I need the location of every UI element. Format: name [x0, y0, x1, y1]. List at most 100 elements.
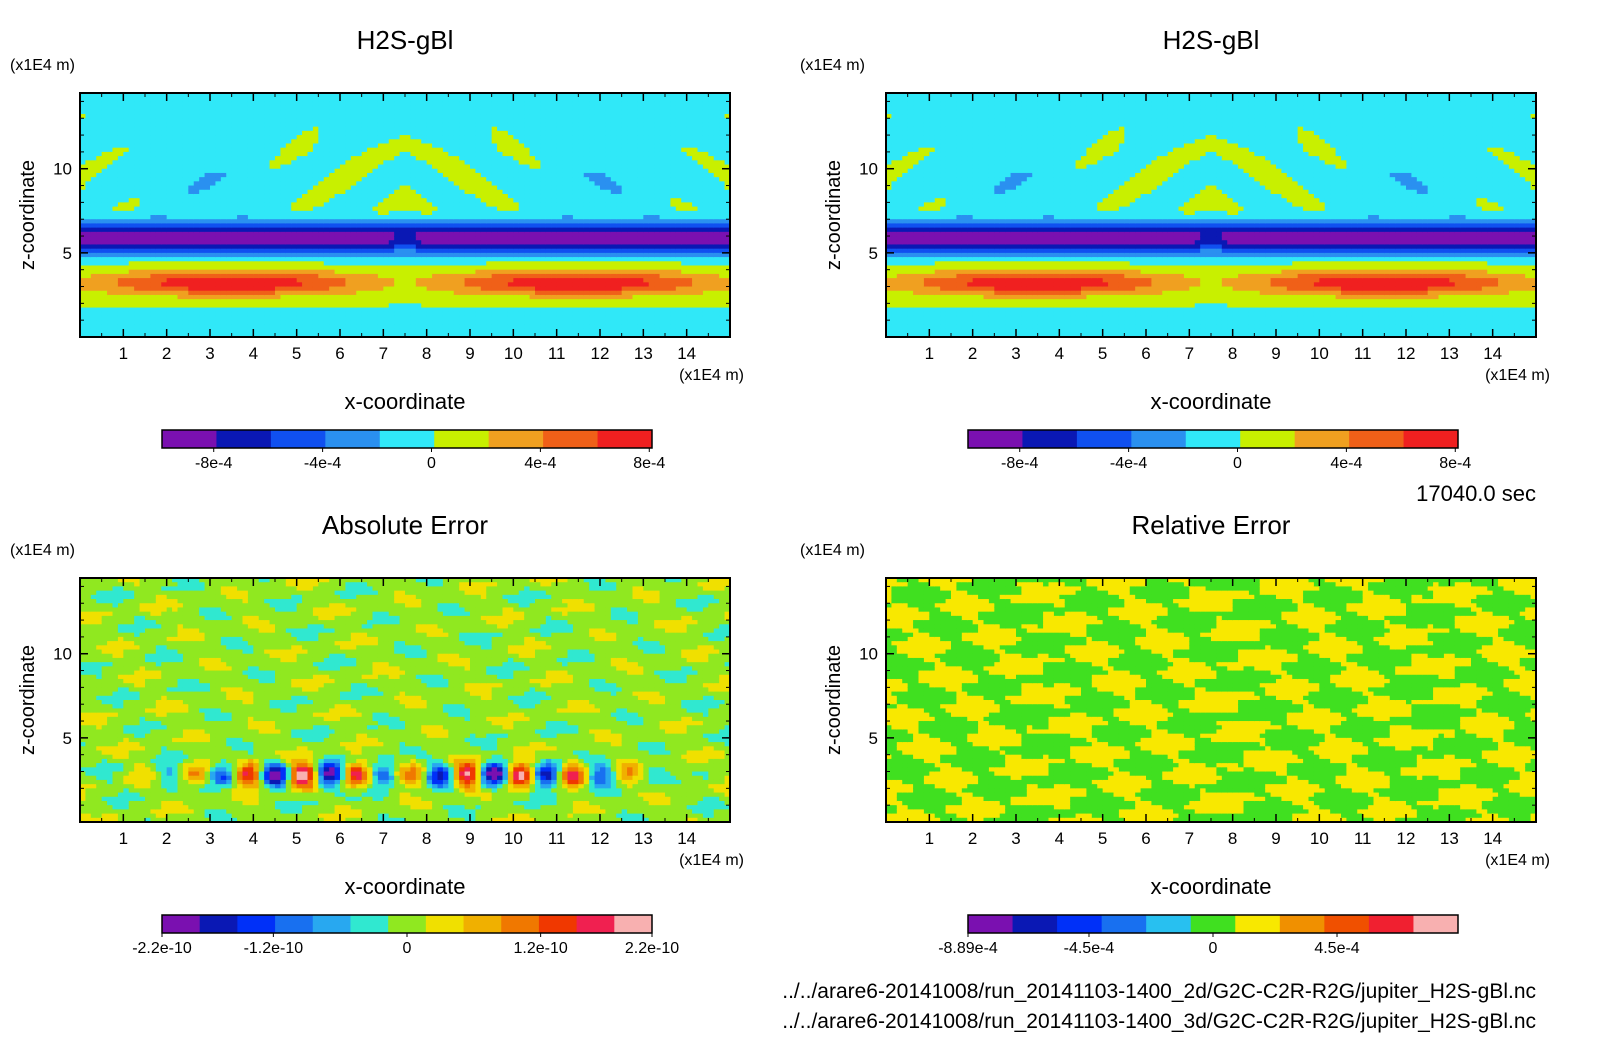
- heatmap-cell: [220, 219, 227, 225]
- heatmap-cell: [464, 278, 471, 283]
- heatmap-cell: [291, 269, 298, 275]
- heatmap-cell: [529, 257, 536, 262]
- heatmap-cell: [513, 261, 520, 267]
- heatmap-cell: [226, 126, 233, 132]
- heatmap-cell: [377, 278, 384, 283]
- heatmap-cell: [145, 122, 152, 128]
- heatmap-cell: [529, 189, 536, 195]
- heatmap-cell: [453, 215, 460, 220]
- heatmap-cell: [145, 273, 152, 279]
- heatmap-cell: [139, 93, 146, 98]
- heatmap-cell: [448, 299, 455, 304]
- heatmap-cell: [220, 227, 227, 233]
- heatmap-cell: [85, 185, 92, 191]
- heatmap-cell: [139, 286, 146, 292]
- heatmap-cell: [470, 168, 477, 174]
- heatmap-cell: [345, 303, 352, 309]
- heatmap-cell: [285, 160, 292, 166]
- heatmap-cell: [545, 97, 552, 103]
- heatmap-cell: [340, 105, 347, 111]
- heatmap-cell: [204, 307, 211, 313]
- heatmap-cell: [372, 273, 379, 279]
- heatmap-cell: [291, 219, 298, 225]
- heatmap-cell: [388, 151, 395, 157]
- heatmap-cell: [405, 97, 412, 103]
- heatmap-cell: [134, 164, 141, 170]
- heatmap-cell: [258, 147, 265, 153]
- heatmap-cell: [442, 219, 449, 225]
- heatmap-cell: [242, 151, 249, 157]
- heatmap-cell: [524, 122, 531, 128]
- heatmap-cell: [334, 109, 341, 115]
- heatmap-cell: [361, 181, 368, 187]
- heatmap-cell: [367, 109, 374, 115]
- heatmap-cell: [334, 248, 341, 254]
- heatmap-cell: [188, 227, 195, 233]
- heatmap-cell: [377, 168, 384, 174]
- heatmap-cell: [394, 332, 401, 337]
- heatmap-cell: [150, 156, 157, 161]
- heatmap-cell: [199, 273, 206, 279]
- heatmap-cell: [350, 97, 357, 103]
- heatmap-cell: [475, 227, 482, 233]
- heatmap-cell: [421, 193, 428, 199]
- heatmap-cell: [383, 315, 390, 321]
- heatmap-cell: [334, 93, 341, 98]
- heatmap-cell: [350, 231, 357, 237]
- heatmap-cell: [215, 156, 222, 161]
- heatmap-cell: [340, 282, 347, 288]
- heatmap-cell: [345, 320, 352, 325]
- heatmap-cell: [470, 269, 477, 275]
- heatmap-cell: [307, 160, 314, 166]
- heatmap-cell: [475, 290, 482, 296]
- heatmap-cell: [101, 160, 108, 166]
- heatmap-cell: [480, 109, 487, 115]
- heatmap-cell: [123, 206, 130, 212]
- heatmap-cell: [182, 172, 189, 178]
- heatmap-cell: [540, 261, 547, 267]
- heatmap-cell: [161, 240, 168, 246]
- heatmap-cell: [296, 219, 303, 225]
- heatmap-cell: [112, 126, 119, 132]
- heatmap-cell: [275, 290, 282, 296]
- heatmap-cell: [220, 202, 227, 208]
- heatmap-cell: [123, 122, 130, 128]
- heatmap-cell: [350, 118, 357, 124]
- heatmap-cell: [80, 143, 87, 149]
- heatmap-cell: [242, 160, 249, 166]
- heatmap-cell: [421, 236, 428, 241]
- heatmap-cell: [529, 265, 536, 271]
- heatmap-cell: [307, 147, 314, 153]
- heatmap-cell: [291, 185, 298, 191]
- heatmap-cell: [470, 236, 477, 241]
- heatmap-cell: [215, 307, 222, 313]
- heatmap-cell: [220, 105, 227, 111]
- heatmap-cell: [302, 105, 309, 111]
- heatmap-cell: [253, 278, 260, 283]
- heatmap-cell: [307, 151, 314, 157]
- heatmap-cell: [350, 227, 357, 233]
- heatmap-cell: [237, 206, 244, 212]
- heatmap-cell: [367, 105, 374, 111]
- heatmap-cell: [291, 210, 298, 216]
- heatmap-cell: [247, 151, 254, 157]
- heatmap-cell: [540, 286, 547, 292]
- heatmap-cell: [258, 189, 265, 195]
- heatmap-cell: [90, 114, 97, 119]
- heatmap-cell: [150, 219, 157, 225]
- heatmap-cell: [80, 101, 87, 107]
- heatmap-cell: [410, 160, 417, 166]
- heatmap-cell: [535, 332, 542, 337]
- heatmap-cell: [269, 139, 276, 145]
- heatmap-cell: [345, 311, 352, 317]
- heatmap-cell: [258, 294, 265, 300]
- heatmap-cell: [155, 189, 162, 195]
- heatmap-cell: [367, 278, 374, 283]
- heatmap-cell: [204, 185, 211, 191]
- heatmap-cell: [139, 198, 146, 203]
- heatmap-cell: [139, 185, 146, 191]
- heatmap-cell: [350, 143, 357, 149]
- heatmap-cell: [540, 156, 547, 161]
- heatmap-cell: [177, 139, 184, 145]
- heatmap-cell: [372, 198, 379, 203]
